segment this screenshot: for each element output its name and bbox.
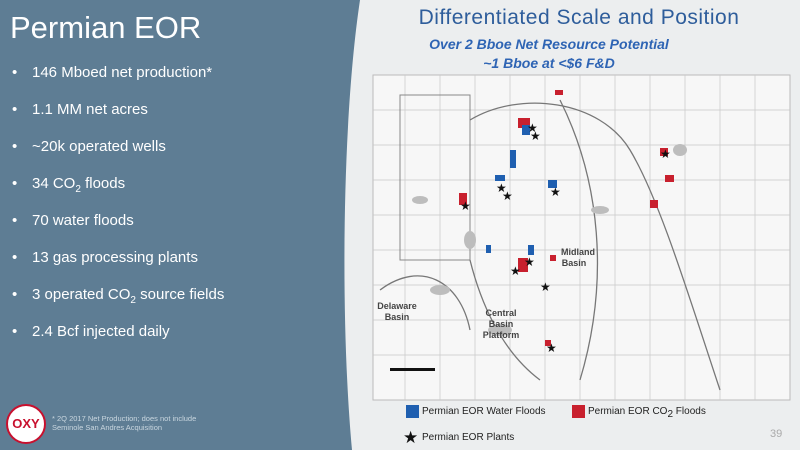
page-number: 39: [770, 428, 783, 440]
footnote: * 2Q 2017 Net Production; does not inclu…: [52, 414, 196, 432]
legend-entry: Permian EOR Plants: [422, 432, 515, 443]
subheading: Over 2 Bboe Net Resource Potential: [429, 36, 669, 52]
svg-text:★: ★: [496, 181, 507, 195]
bullet: 146 Mboed net production*: [12, 64, 224, 101]
legend-entry: Permian EOR Water Floods: [422, 406, 546, 417]
legend-star: ★: [403, 428, 418, 447]
title: Permian EOR: [10, 10, 202, 45]
subscript: 2: [667, 409, 674, 420]
map-label: Delaware Basin: [377, 301, 417, 322]
bullet: 34 CO2 floods: [12, 175, 224, 212]
bullet: 1.1 MM net acres: [12, 101, 224, 138]
bullet: ~20k operated wells: [12, 138, 224, 175]
subscript: 2: [130, 295, 136, 306]
text: 34 CO: [32, 175, 76, 192]
bullet: 2.4 Bcf injected daily: [12, 323, 224, 360]
map: ★★★★ ★ ★★★ ★★★ Midland Basin Delaware Basin…: [372, 74, 791, 401]
svg-text:★: ★: [527, 121, 538, 135]
bullet: 70 water floods: [12, 212, 224, 249]
subheading: ~1 Bboe at <$6 F&D: [483, 55, 615, 71]
footnote-line: Seminole San Andres Acquisition: [52, 423, 163, 432]
bullet: 3 operated CO2 source fields: [12, 286, 224, 323]
svg-text:★: ★: [530, 129, 541, 143]
footnote-line: * 2Q 2017 Net Production; does not inclu…: [52, 414, 197, 423]
map-label: Midland Basin: [561, 247, 595, 268]
svg-text:★: ★: [660, 147, 671, 161]
text: source fields: [135, 286, 225, 303]
svg-text:★: ★: [460, 199, 471, 213]
svg-text:★: ★: [540, 280, 551, 294]
heading: Differentiated Scale and Position: [418, 6, 740, 29]
text: floods: [80, 175, 126, 192]
svg-text:★: ★: [502, 189, 513, 203]
text: 3 operated CO: [32, 286, 131, 303]
bullet: 13 gas processing plants: [12, 249, 224, 286]
legend-swatch: [572, 405, 585, 418]
bullet-list: 146 Mboed net production*1.1 MM net acre…: [12, 64, 224, 360]
logo: OXY: [6, 404, 46, 444]
legend-entry: Permian EOR CO2 Floods: [588, 406, 706, 420]
svg-text:★: ★: [546, 341, 557, 355]
svg-text:★: ★: [510, 264, 521, 278]
subscript: 2: [75, 184, 81, 195]
map-label: Central Basin Platform: [483, 308, 520, 340]
text: Floods: [673, 406, 706, 417]
legend-swatch: [406, 405, 419, 418]
text: Permian EOR CO: [588, 406, 668, 417]
svg-text:★: ★: [524, 255, 535, 269]
svg-text:★: ★: [550, 185, 561, 199]
